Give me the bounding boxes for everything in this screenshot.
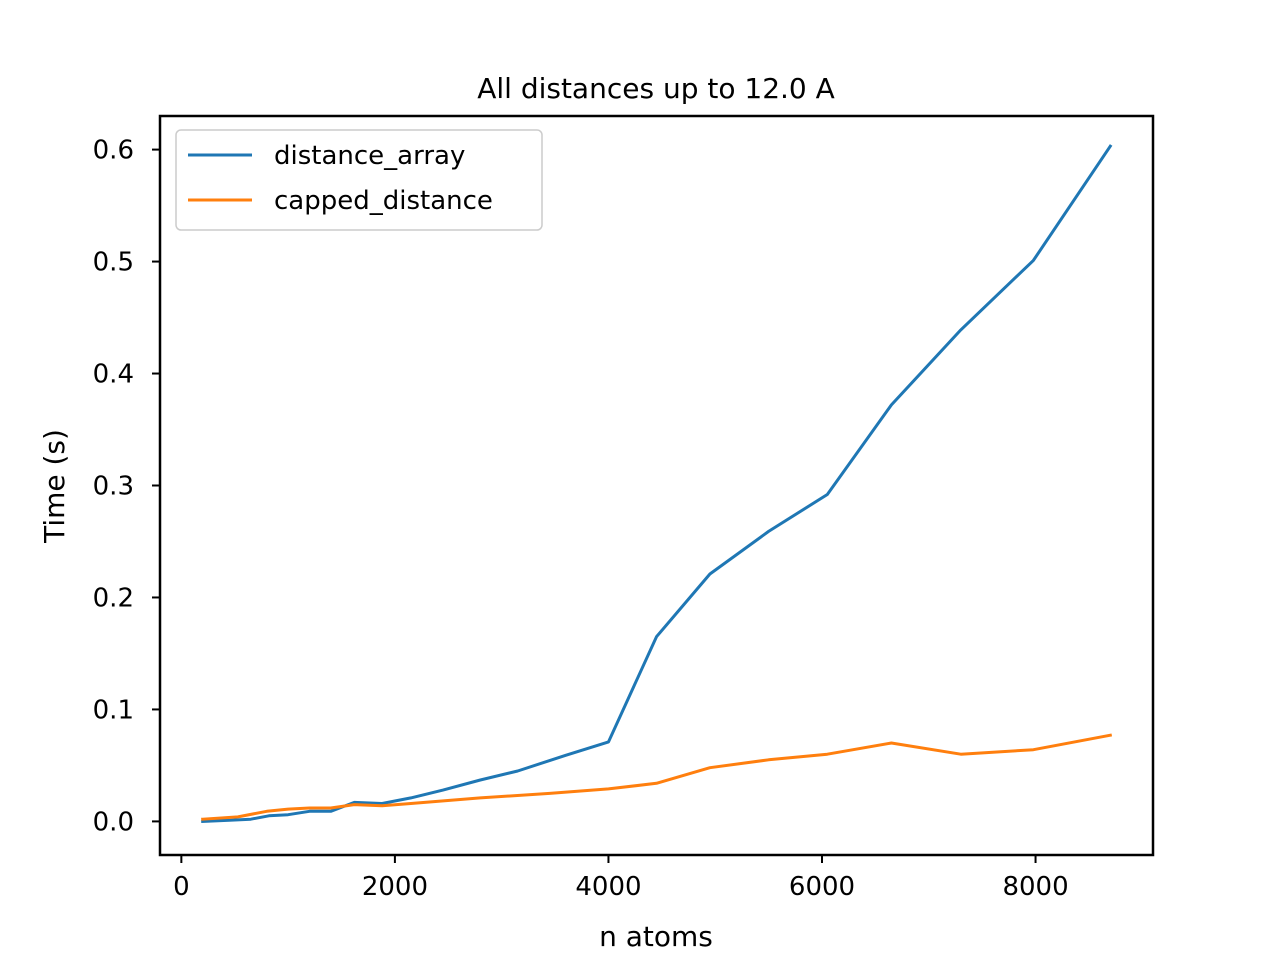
chart-title: All distances up to 12.0 A <box>477 72 835 105</box>
legend-label-distance-array: distance_array <box>274 141 465 171</box>
x-tick-label: 2000 <box>362 872 428 902</box>
y-axis: 0.0 0.1 0.2 0.3 0.4 0.5 0.6 <box>93 136 160 837</box>
legend: distance_array capped_distance <box>175 129 543 231</box>
y-tick-label: 0.6 <box>93 136 134 166</box>
series-line-capped-distance <box>201 733 1113 821</box>
y-tick-label: 0.5 <box>93 248 134 278</box>
x-axis: 0 2000 4000 6000 8000 <box>173 855 1069 902</box>
y-axis-label: Time (s) <box>38 429 71 544</box>
y-tick-label: 0.4 <box>93 360 134 390</box>
legend-label-capped-distance: capped_distance <box>274 186 493 216</box>
x-tick-label: 8000 <box>1002 872 1068 902</box>
x-axis-label: n atoms <box>599 920 713 953</box>
x-tick-label: 4000 <box>575 872 641 902</box>
series-line-distance-array <box>201 144 1113 823</box>
y-tick-label: 0.3 <box>93 472 134 502</box>
plot-lines <box>201 144 1113 823</box>
y-tick-label: 0.0 <box>93 807 134 837</box>
x-tick-label: 6000 <box>789 872 855 902</box>
y-tick-label: 0.2 <box>93 583 134 613</box>
legend-box <box>175 129 543 231</box>
y-tick-label: 0.1 <box>93 695 134 725</box>
x-tick-label: 0 <box>173 872 190 902</box>
